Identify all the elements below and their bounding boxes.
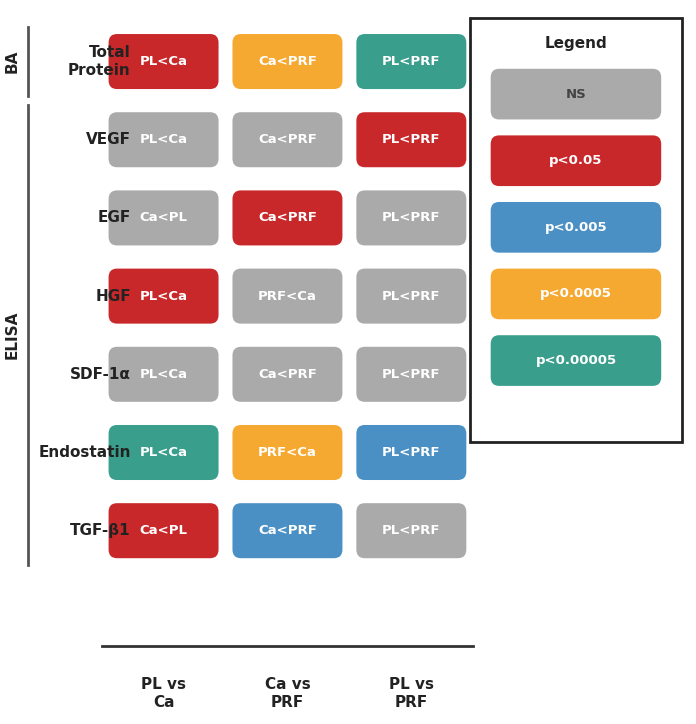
Text: Ca<PRF: Ca<PRF (258, 524, 317, 537)
Text: PRF<Ca: PRF<Ca (258, 290, 317, 303)
FancyBboxPatch shape (470, 18, 682, 442)
FancyBboxPatch shape (491, 69, 661, 119)
FancyBboxPatch shape (109, 190, 219, 245)
FancyBboxPatch shape (109, 269, 219, 324)
FancyBboxPatch shape (491, 335, 661, 386)
Text: Ca<PRF: Ca<PRF (258, 368, 317, 381)
Text: Ca<PL: Ca<PL (140, 524, 187, 537)
FancyBboxPatch shape (356, 112, 466, 167)
Text: p<0.0005: p<0.0005 (540, 287, 612, 300)
Text: p<0.005: p<0.005 (545, 221, 607, 234)
FancyBboxPatch shape (109, 425, 219, 480)
FancyBboxPatch shape (491, 202, 661, 253)
FancyBboxPatch shape (232, 503, 342, 558)
Text: ELISA: ELISA (5, 311, 20, 359)
Text: PL<PRF: PL<PRF (382, 368, 441, 381)
Text: Endostatin: Endostatin (38, 445, 131, 460)
FancyBboxPatch shape (356, 425, 466, 480)
FancyBboxPatch shape (356, 347, 466, 402)
Text: Ca<PL: Ca<PL (140, 211, 187, 224)
Text: PL<Ca: PL<Ca (140, 133, 187, 146)
Text: Legend: Legend (544, 36, 608, 51)
FancyBboxPatch shape (109, 112, 219, 167)
FancyBboxPatch shape (232, 190, 342, 245)
Text: PL<PRF: PL<PRF (382, 133, 441, 146)
FancyBboxPatch shape (232, 269, 342, 324)
Text: Ca<PRF: Ca<PRF (258, 133, 317, 146)
Text: SDF-1α: SDF-1α (70, 367, 131, 382)
Text: PL<Ca: PL<Ca (140, 55, 187, 68)
Text: PL<PRF: PL<PRF (382, 55, 441, 68)
Text: PL<Ca: PL<Ca (140, 368, 187, 381)
Text: VEGF: VEGF (86, 132, 131, 147)
FancyBboxPatch shape (232, 34, 342, 89)
Text: PL<PRF: PL<PRF (382, 211, 441, 224)
FancyBboxPatch shape (356, 269, 466, 324)
Text: HGF: HGF (95, 289, 131, 303)
FancyBboxPatch shape (356, 34, 466, 89)
Text: p<0.05: p<0.05 (549, 154, 603, 167)
Text: Ca<PRF: Ca<PRF (258, 211, 317, 224)
Text: PL<Ca: PL<Ca (140, 446, 187, 459)
FancyBboxPatch shape (491, 135, 661, 186)
Text: PL vs
Ca: PL vs Ca (141, 678, 186, 710)
Text: PL vs
PRF: PL vs PRF (389, 678, 434, 710)
FancyBboxPatch shape (232, 425, 342, 480)
Text: PL<PRF: PL<PRF (382, 524, 441, 537)
Text: Ca<PRF: Ca<PRF (258, 55, 317, 68)
FancyBboxPatch shape (109, 34, 219, 89)
Text: Total
Protein: Total Protein (68, 46, 131, 77)
FancyBboxPatch shape (491, 269, 661, 319)
Text: PL<PRF: PL<PRF (382, 290, 441, 303)
FancyBboxPatch shape (109, 503, 219, 558)
Text: BA: BA (5, 50, 20, 73)
Text: PL<PRF: PL<PRF (382, 446, 441, 459)
Text: NS: NS (566, 88, 586, 101)
Text: p<0.00005: p<0.00005 (535, 354, 617, 367)
Text: TGF-β1: TGF-β1 (70, 523, 131, 538)
Text: EGF: EGF (97, 211, 131, 225)
Text: Ca vs
PRF: Ca vs PRF (264, 678, 310, 710)
Text: PL<Ca: PL<Ca (140, 290, 187, 303)
Text: PRF<Ca: PRF<Ca (258, 446, 317, 459)
FancyBboxPatch shape (356, 190, 466, 245)
FancyBboxPatch shape (356, 503, 466, 558)
FancyBboxPatch shape (109, 347, 219, 402)
FancyBboxPatch shape (232, 347, 342, 402)
FancyBboxPatch shape (232, 112, 342, 167)
